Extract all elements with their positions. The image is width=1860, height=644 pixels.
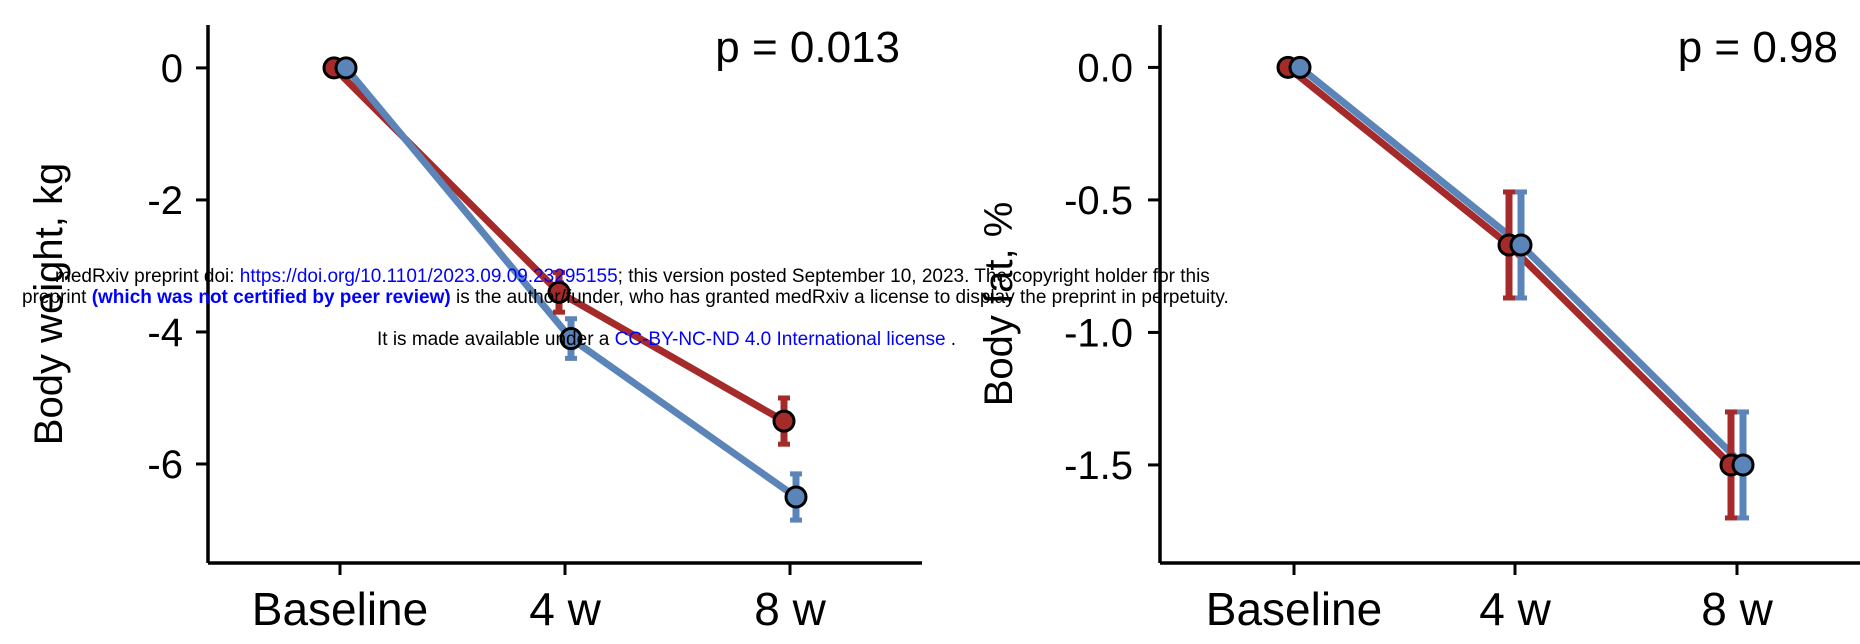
y-tick-label: -2 [147,179,183,223]
y-tick-label: -6 [147,443,183,487]
p-value-annotation: p = 0.013 [715,23,900,72]
series-1-point [547,280,571,304]
x-tick-label: 4 w [1479,583,1551,635]
x-tick-label: Baseline [1206,583,1382,635]
series-2-point [1288,55,1312,79]
watermark-line-2: preprint (which was not certified by pee… [0,287,1860,309]
watermark-text: ; this version posted September 10, 2023… [617,266,1210,287]
x-tick-label: Baseline [252,583,428,635]
p-value-annotation: p = 0.98 [1678,23,1838,72]
series-1-point [772,409,796,433]
y-tick-label: -1.5 [1064,444,1133,488]
y-axis-label: Body fat, % [977,202,1021,407]
y-tick-label: 0.0 [1077,46,1133,90]
series-2-point [334,56,358,80]
series-2-point [1731,453,1755,477]
chart-panel-2: 0.0 -0.5 -1.0 -1.5 Baseline 4 w 8 w Body fat, %… [977,23,1860,635]
watermark-line-3: It is made available under a CC-BY-NC-ND… [0,329,1860,351]
y-tick-label: 0 [161,47,183,91]
x-tick-label: 4 w [529,583,601,635]
y-axis-label: Body weight, kg [27,163,71,445]
watermark-text: It is made available under a [377,329,615,350]
x-tick-label: 8 w [1701,583,1773,635]
series-2-point [559,327,583,351]
watermark-text: . [945,329,957,350]
peer-review-notice: (which was not certified by peer review) [91,287,451,308]
chart-panel-1: 0 -2 -4 -6 Baseline 4 w 8 w Body weight, kg p = … [27,23,922,635]
watermark-text: is the author/funder, who has granted me… [450,287,1229,308]
watermark-text: medRxiv preprint doi: [55,266,240,287]
x-tick-label: 8 w [754,583,826,635]
license-link[interactable]: CC-BY-NC-ND 4.0 International license [614,329,946,350]
y-tick-label: -4 [147,311,183,355]
series-2-point [784,485,808,509]
watermark-text: preprint [22,287,92,308]
y-tick-label: -0.5 [1064,179,1133,223]
series-2-point [1509,233,1533,257]
y-tick-label: -1.0 [1064,311,1133,355]
watermark-line-1: medRxiv preprint doi: https://doi.org/10… [0,266,1860,288]
doi-link[interactable]: https://doi.org/10.1101/2023.09.09.23295… [239,266,618,287]
series-1-line [331,65,786,425]
